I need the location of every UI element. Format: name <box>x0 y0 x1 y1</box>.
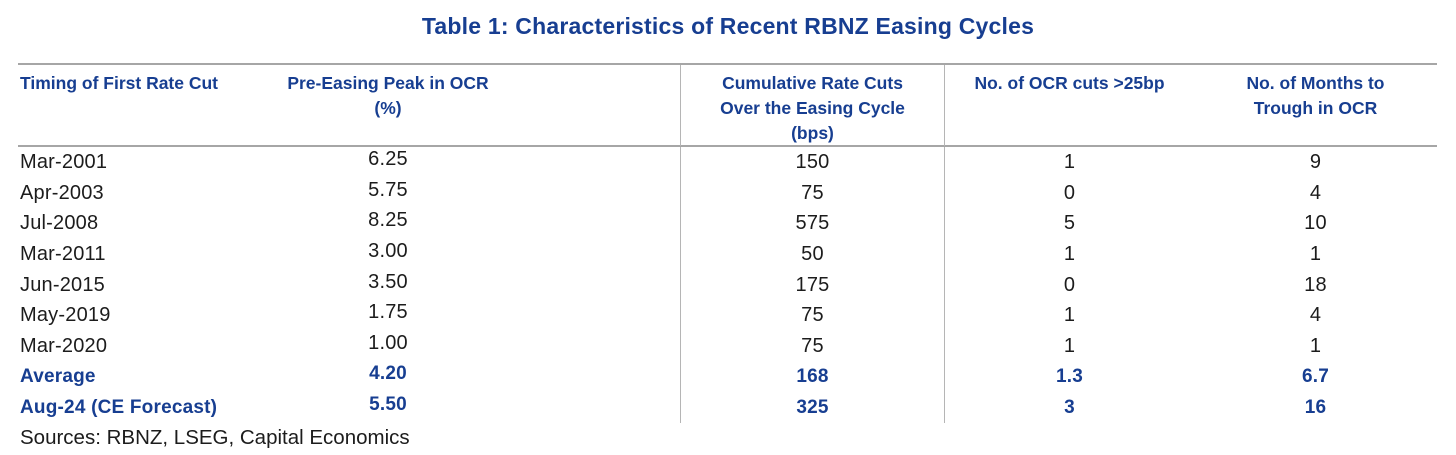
cell-peak-ocr: 3.50 <box>368 270 408 293</box>
cell-timing: Apr-2003 <box>20 181 104 204</box>
table-row: Mar-2001 6.25 150 1 9 <box>18 147 1437 178</box>
cell-peak-ocr: 5.75 <box>368 178 408 201</box>
column-header-months-to-trough-line: Trough in OCR <box>1253 98 1378 118</box>
cell-months-to-trough: 4 <box>1309 304 1322 327</box>
cell-months-to-trough: 1 <box>1309 334 1322 357</box>
cell-months-to-trough: 16 <box>1304 396 1327 418</box>
cell-peak-ocr: 6.25 <box>368 147 408 170</box>
sources-note: Sources: RBNZ, LSEG, Capital Economics <box>20 426 410 450</box>
cell-months-to-trough: 1 <box>1309 242 1322 265</box>
column-header-cumulative-cuts-line: (bps) <box>791 123 834 143</box>
cell-months-to-trough: 9 <box>1309 150 1322 173</box>
column-header-months-to-trough-line: No. of Months to <box>1246 73 1385 93</box>
column-header-cumulative-cuts-line: Over the Easing Cycle <box>720 98 905 118</box>
table-row: Jul-2008 8.25 575 5 10 <box>18 208 1437 240</box>
cell-months-to-trough: 4 <box>1309 181 1322 204</box>
column-header-cumulative-cuts-line: Cumulative Rate Cuts <box>722 73 903 93</box>
column-header-peak-ocr-line: (%) <box>374 98 402 118</box>
table-row: Average 4.20 168 1.3 6.7 <box>18 361 1437 393</box>
cell-cuts-gt-25bp: 0 <box>944 177 1194 209</box>
column-header-timing: Timing of First Rate Cut <box>18 65 219 146</box>
table-body: Mar-2001 6.25 150 1 9 Apr-2003 5.75 75 0 4 Jul-200… <box>18 147 1437 424</box>
cell-months-to-trough: 6.7 <box>1301 366 1329 388</box>
table-row: Mar-2020 1.00 75 1 1 <box>18 331 1437 362</box>
cell-cuts-gt-25bp: 1 <box>944 300 1194 332</box>
cell-cumulative-cuts: 75 <box>680 300 944 332</box>
column-header-months-to-trough: No. of Months to Trough in OCR <box>1194 65 1437 146</box>
cell-peak-ocr: 5.50 <box>369 393 407 415</box>
cell-timing: Jul-2008 <box>20 212 99 235</box>
cell-cumulative-cuts: 575 <box>680 208 944 240</box>
cell-timing: Average <box>20 366 96 388</box>
cell-cumulative-cuts: 175 <box>680 269 944 301</box>
cell-peak-ocr: 8.25 <box>368 209 408 232</box>
cell-timing: Jun-2015 <box>20 273 105 296</box>
cell-peak-ocr: 3.00 <box>368 239 408 262</box>
cell-cuts-gt-25bp: 0 <box>944 269 1194 301</box>
table-row: May-2019 1.75 75 1 4 <box>18 300 1437 332</box>
cell-cumulative-cuts: 150 <box>680 147 944 178</box>
cell-peak-ocr: 1.75 <box>368 301 408 324</box>
cell-cumulative-cuts: 75 <box>680 177 944 209</box>
cell-cuts-gt-25bp: 1 <box>944 331 1194 362</box>
cell-timing: Aug-24 (CE Forecast) <box>20 396 218 418</box>
cell-cuts-gt-25bp: 1 <box>944 147 1194 178</box>
column-header-peak-ocr-line: Pre-Easing Peak in OCR <box>287 73 489 93</box>
cell-cumulative-cuts: 168 <box>680 361 944 393</box>
cell-months-to-trough: 18 <box>1304 273 1327 296</box>
cell-cuts-gt-25bp: 1.3 <box>944 361 1194 393</box>
cell-timing: Mar-2001 <box>20 150 108 173</box>
cell-peak-ocr: 4.20 <box>369 363 407 385</box>
table-header-row: Timing of First Rate Cut Pre-Easing Peak … <box>18 63 1437 147</box>
column-header-cumulative-cuts: Cumulative Rate Cuts Over the Easing Cycl… <box>680 65 944 146</box>
column-header-cuts-gt-25bp-line: No. of OCR cuts >25bp <box>974 73 1165 93</box>
column-header-timing-line: Timing of First Rate Cut <box>20 73 219 93</box>
cell-timing: Mar-2020 <box>20 334 108 357</box>
column-header-cuts-gt-25bp: No. of OCR cuts >25bp <box>944 65 1194 146</box>
cell-cumulative-cuts: 325 <box>680 392 944 424</box>
table-title: Table 1: Characteristics of Recent RBNZ … <box>421 13 1035 39</box>
cell-months-to-trough: 10 <box>1304 212 1327 235</box>
cell-timing: May-2019 <box>20 304 111 327</box>
cell-peak-ocr: 1.00 <box>368 331 408 354</box>
table-row: Jun-2015 3.50 175 0 18 <box>18 269 1437 301</box>
cell-cuts-gt-25bp: 1 <box>944 239 1194 270</box>
table-row: Aug-24 (CE Forecast) 5.50 325 3 16 <box>18 392 1437 424</box>
easing-cycles-table: Timing of First Rate Cut Pre-Easing Peak … <box>18 63 1437 450</box>
table-row: Apr-2003 5.75 75 0 4 <box>18 177 1437 209</box>
cell-cumulative-cuts: 50 <box>680 239 944 270</box>
column-header-peak-ocr: Pre-Easing Peak in OCR (%) <box>96 65 680 146</box>
cell-cuts-gt-25bp: 3 <box>944 392 1194 424</box>
cell-cumulative-cuts: 75 <box>680 331 944 362</box>
cell-timing: Mar-2011 <box>20 242 106 265</box>
table-row: Mar-2011 3.00 50 1 1 <box>18 239 1437 270</box>
cell-cuts-gt-25bp: 5 <box>944 208 1194 240</box>
